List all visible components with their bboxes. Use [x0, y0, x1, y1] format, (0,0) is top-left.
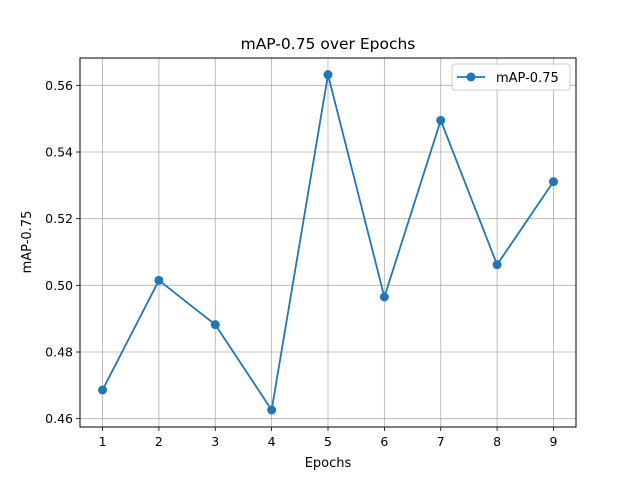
data-point-marker — [98, 385, 108, 395]
y-tick-label: 0.54 — [45, 145, 73, 160]
y-axis-ticks: 0.46 0.48 0.50 0.52 0.54 0.56 — [45, 78, 80, 426]
legend-label: mAP-0.75 — [496, 71, 559, 86]
x-tick-label: 5 — [324, 434, 332, 449]
x-tick-label: 8 — [493, 434, 501, 449]
data-point-marker — [492, 260, 502, 270]
x-tick-label: 9 — [549, 434, 557, 449]
x-axis-ticks: 1 2 3 4 5 6 7 8 9 — [99, 427, 557, 449]
series-layer — [98, 70, 558, 415]
x-axis-label: Epochs — [305, 456, 352, 471]
data-point-marker — [323, 70, 333, 80]
legend-box — [451, 63, 571, 91]
x-tick-label: 1 — [99, 434, 107, 449]
y-tick-label: 0.52 — [45, 211, 73, 226]
legend-marker-swatch — [466, 72, 476, 82]
x-tick-label: 4 — [268, 434, 276, 449]
x-tick-label: 3 — [211, 434, 219, 449]
x-tick-label: 2 — [155, 434, 163, 449]
x-tick-label: 7 — [437, 434, 445, 449]
y-tick-label: 0.46 — [45, 411, 73, 426]
y-tick-label: 0.50 — [45, 278, 73, 293]
chart-title: mAP-0.75 over Epochs — [241, 35, 416, 53]
data-point-marker — [267, 405, 277, 415]
grid-lines — [80, 58, 576, 427]
x-tick-label: 6 — [380, 434, 388, 449]
y-tick-label: 0.56 — [45, 78, 73, 93]
y-axis-label: mAP-0.75 — [20, 211, 35, 274]
data-point-marker — [548, 177, 558, 187]
legend: mAP-0.75 — [451, 63, 571, 91]
y-tick-label: 0.48 — [45, 345, 73, 360]
data-point-marker — [379, 292, 389, 302]
data-point-marker — [210, 320, 220, 330]
data-point-marker — [154, 275, 164, 285]
data-point-marker — [436, 115, 446, 125]
